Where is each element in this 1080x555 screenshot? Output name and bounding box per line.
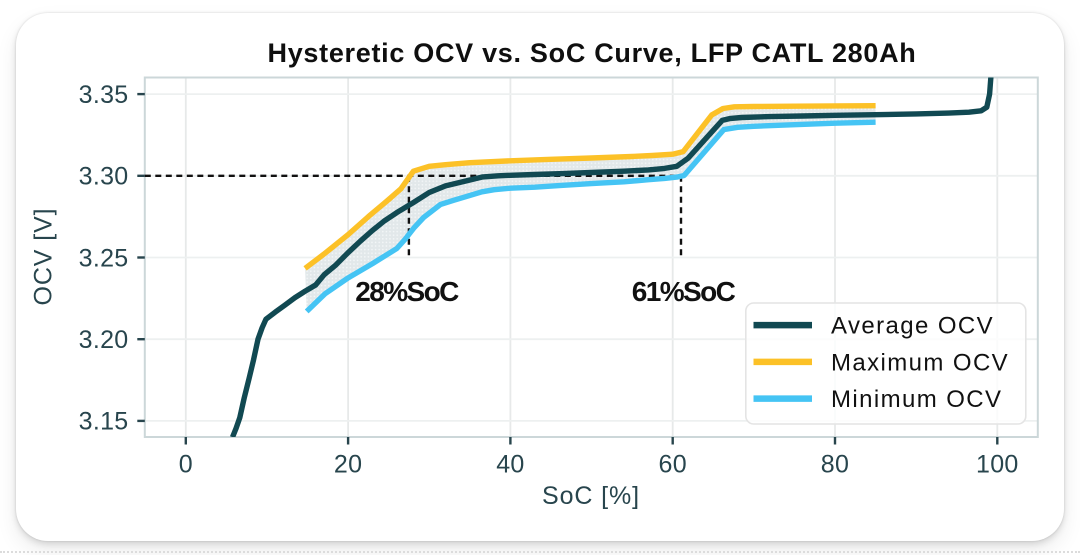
svg-text:3.15: 3.15 [79,408,129,436]
svg-text:3.25: 3.25 [79,244,129,272]
svg-text:60: 60 [658,451,686,479]
svg-text:28%SoC: 28%SoC [355,276,459,307]
svg-text:0: 0 [179,451,193,479]
svg-text:80: 80 [821,451,849,479]
svg-text:OCV [V]: OCV [V] [30,208,58,306]
svg-text:61%SoC: 61%SoC [632,276,736,307]
svg-text:40: 40 [496,451,524,479]
svg-text:Hysteretic OCV vs. SoC Curve,: Hysteretic OCV vs. SoC Curve, LFP CATL 2… [268,38,917,68]
svg-text:SoC [%]: SoC [%] [542,482,640,510]
svg-text:Maximum OCV: Maximum OCV [831,350,1009,377]
svg-text:Minimum OCV: Minimum OCV [831,386,1002,413]
svg-text:Average OCV: Average OCV [831,313,994,340]
svg-text:3.20: 3.20 [79,326,129,354]
svg-text:3.30: 3.30 [79,163,129,191]
svg-text:3.35: 3.35 [79,81,129,109]
svg-text:100: 100 [976,451,1019,479]
svg-text:20: 20 [334,451,362,479]
